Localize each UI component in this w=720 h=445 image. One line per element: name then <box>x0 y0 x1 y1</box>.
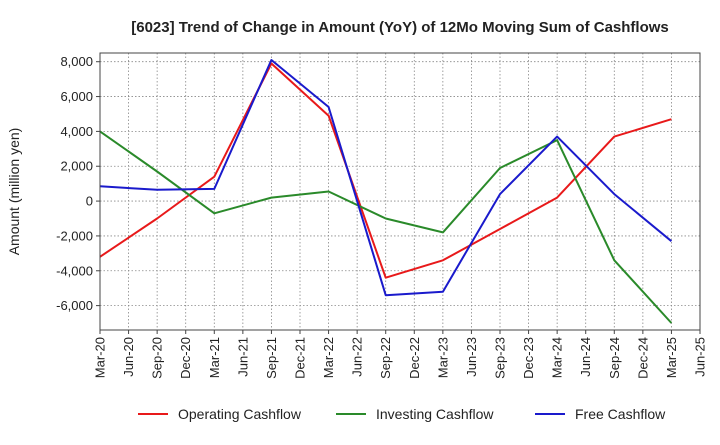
y-tick-label: 4,000 <box>60 124 93 139</box>
x-tick-label: Sep-20 <box>150 337 165 379</box>
x-tick-label: Mar-21 <box>207 337 222 378</box>
y-axis-ticks: -6,000 -4,000 -2,000 0 2,000 4,000 6,000 8,000 <box>56 54 100 313</box>
x-axis-ticks: Mar-20 Jun-20 Sep-20 Dec-20 Mar-21 Jun-21 Sep-… <box>93 330 708 379</box>
operating-cashflow-line <box>99 62 672 279</box>
x-tick-label: Jun-25 <box>693 337 708 377</box>
free-cashflow-line <box>99 59 673 297</box>
investing-cashflow-line <box>99 130 673 324</box>
x-tick-label: Dec-24 <box>635 337 650 379</box>
y-tick-label: 8,000 <box>60 54 93 69</box>
x-tick-label: Dec-23 <box>521 337 536 379</box>
x-tick-label: Dec-20 <box>178 337 193 379</box>
x-tick-label: Sep-21 <box>264 337 279 379</box>
x-tick-label: Sep-24 <box>607 337 622 379</box>
legend-label: Free Cashflow <box>575 406 666 422</box>
x-tick-label: Mar-25 <box>664 337 679 378</box>
x-tick-label: Jun-21 <box>235 337 250 377</box>
x-tick-label: Jun-22 <box>350 337 365 377</box>
x-tick-label: Sep-22 <box>378 337 393 379</box>
y-axis-label: Amount (million yen) <box>6 128 22 256</box>
x-tick-label: Mar-20 <box>93 337 108 378</box>
legend-label: Operating Cashflow <box>178 406 302 422</box>
grid <box>99 53 701 330</box>
x-tick-label: Dec-21 <box>293 337 308 379</box>
y-tick-label: 2,000 <box>60 159 93 174</box>
x-tick-label: Dec-22 <box>407 337 422 379</box>
legend: Operating Cashflow Investing Cashflow Free… <box>138 406 666 422</box>
y-tick-label: -4,000 <box>56 263 93 278</box>
x-tick-label: Jun-23 <box>464 337 479 377</box>
y-tick-label: 6,000 <box>60 89 93 104</box>
y-tick-label: -2,000 <box>56 228 93 243</box>
x-tick-label: Mar-23 <box>435 337 450 378</box>
series-lines <box>99 59 673 324</box>
x-tick-label: Jun-24 <box>578 337 593 377</box>
chart-title: [6023] Trend of Change in Amount (YoY) o… <box>131 19 669 36</box>
x-tick-label: Mar-24 <box>550 337 565 378</box>
x-tick-label: Jun-20 <box>121 337 136 377</box>
x-tick-label: Mar-22 <box>321 337 336 378</box>
y-tick-label: 0 <box>86 194 93 209</box>
x-tick-label: Sep-23 <box>493 337 508 379</box>
plot-area-frame <box>99 52 701 331</box>
legend-label: Investing Cashflow <box>376 406 494 422</box>
y-tick-label: -6,000 <box>56 298 93 313</box>
